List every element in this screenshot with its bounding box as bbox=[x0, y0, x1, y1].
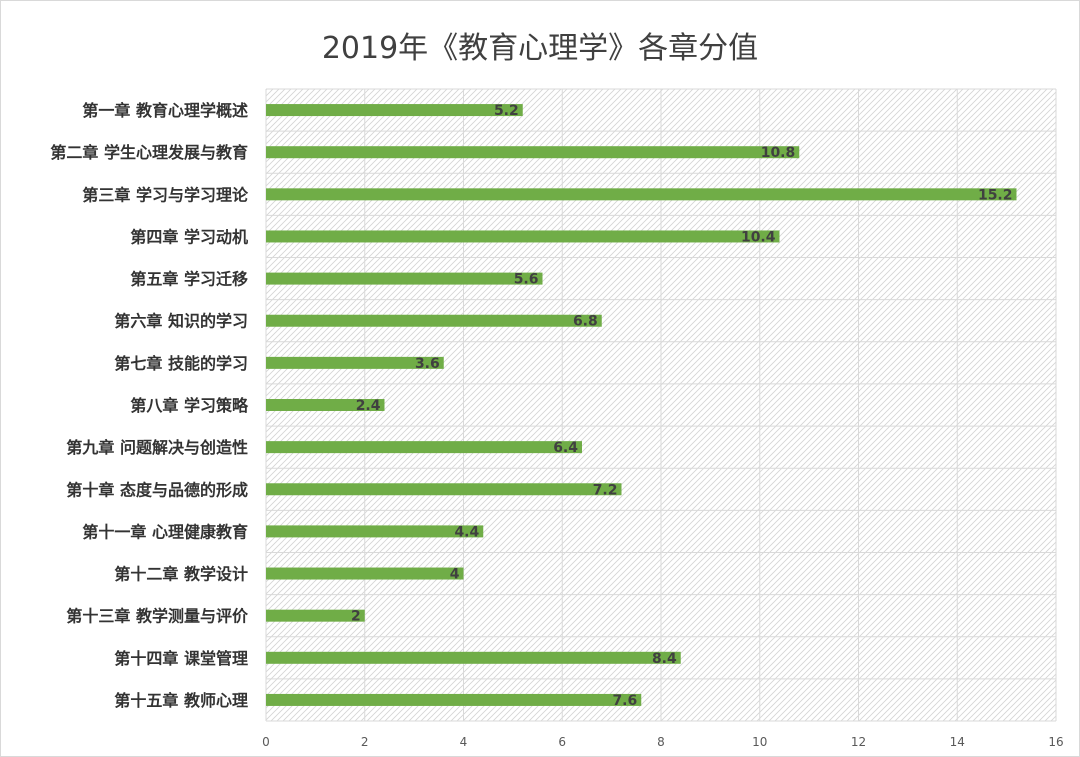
category-label: 第七章 技能的学习 bbox=[114, 354, 248, 373]
bar bbox=[266, 314, 602, 327]
bars: 5.2 10.8 15.2 10.4 5.6 6.8 3.6 2.4 6.4 7.2 4.4 4 2 8.… bbox=[266, 103, 1017, 709]
category-label: 第四章 学习动机 bbox=[130, 227, 248, 246]
bar bbox=[266, 188, 1017, 201]
bar-value-label: 4 bbox=[450, 567, 460, 583]
bar-value-label: 10.8 bbox=[761, 145, 796, 161]
category-label: 第三章 学习与学习理论 bbox=[82, 185, 249, 204]
category-label: 第十四章 课堂管理 bbox=[114, 649, 248, 668]
bar bbox=[266, 693, 642, 706]
bar-value-label: 6.8 bbox=[573, 314, 598, 330]
x-tick-label: 16 bbox=[1048, 735, 1063, 749]
bar bbox=[266, 483, 622, 496]
bar bbox=[266, 525, 484, 538]
bar-value-label: 4.4 bbox=[454, 524, 479, 540]
category-label: 第十二章 教学设计 bbox=[114, 565, 248, 584]
bar-value-label: 2.4 bbox=[356, 398, 381, 414]
category-label: 第五章 学习迁移 bbox=[130, 270, 248, 289]
x-tick-label: 0 bbox=[262, 735, 270, 749]
x-tick-label: 6 bbox=[558, 735, 566, 749]
x-tick-label: 12 bbox=[851, 735, 866, 749]
category-label: 第一章 教育心理学概述 bbox=[82, 101, 248, 120]
x-tick-label: 10 bbox=[752, 735, 767, 749]
bar bbox=[266, 272, 543, 285]
bar bbox=[266, 567, 464, 580]
bar-value-label: 7.6 bbox=[612, 693, 637, 709]
bar-value-label: 5.6 bbox=[514, 272, 539, 288]
bar bbox=[266, 146, 800, 159]
category-label: 第九章 问题解决与创造性 bbox=[66, 438, 248, 457]
x-tick-label: 4 bbox=[460, 735, 468, 749]
bar-value-label: 3.6 bbox=[415, 356, 440, 372]
bar bbox=[266, 441, 582, 454]
bar-value-label: 15.2 bbox=[978, 187, 1013, 203]
bar-value-label: 2 bbox=[351, 609, 361, 625]
x-tick-label: 2 bbox=[361, 735, 369, 749]
category-label: 第十一章 心理健康教育 bbox=[82, 522, 248, 541]
chart-title: 2019年《教育心理学》各章分值 bbox=[321, 31, 759, 66]
bar-value-label: 6.4 bbox=[553, 440, 578, 456]
bar bbox=[266, 609, 365, 622]
category-label: 第八章 学习策略 bbox=[130, 396, 249, 415]
x-tick-label: 8 bbox=[657, 735, 665, 749]
bar-value-label: 8.4 bbox=[652, 651, 677, 667]
category-label: 第十章 态度与品德的形成 bbox=[66, 480, 248, 499]
bar bbox=[266, 230, 780, 243]
bar-value-label: 10.4 bbox=[741, 229, 776, 245]
bar bbox=[266, 104, 523, 117]
category-label: 第六章 知识的学习 bbox=[114, 312, 248, 331]
bar-value-label: 7.2 bbox=[593, 482, 618, 498]
category-label: 第二章 学生心理发展与教育 bbox=[50, 143, 248, 162]
category-label: 第十五章 教师心理 bbox=[114, 691, 248, 710]
bar bbox=[266, 399, 385, 411]
x-axis-ticks: 0 2 4 6 8 10 12 14 16 bbox=[262, 735, 1063, 749]
bar bbox=[266, 651, 681, 664]
bar bbox=[266, 356, 444, 369]
x-tick-label: 14 bbox=[950, 735, 965, 749]
bar-value-label: 5.2 bbox=[494, 103, 519, 119]
category-label: 第十三章 教学测量与评价 bbox=[66, 607, 249, 626]
